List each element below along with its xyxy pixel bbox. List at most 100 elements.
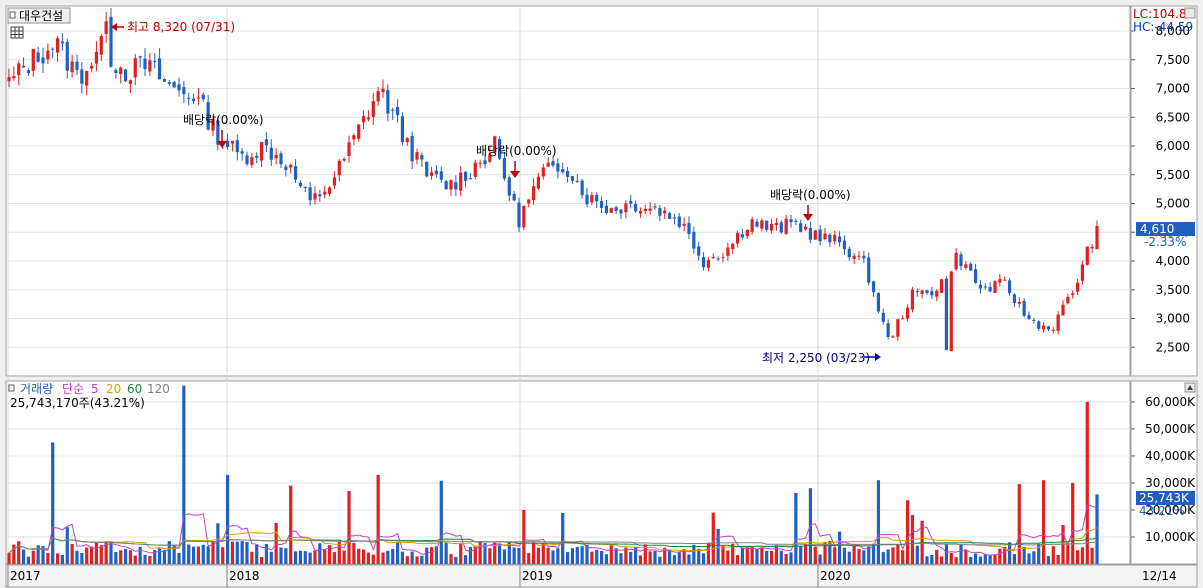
price-panel-scroll-button[interactable] — [1184, 7, 1196, 19]
volume-bar — [143, 554, 147, 564]
candle — [663, 206, 667, 220]
candle — [988, 282, 992, 293]
candle — [153, 53, 157, 69]
candle — [740, 228, 745, 240]
volume-bar — [148, 555, 152, 564]
volume-bar — [993, 554, 997, 564]
volume-bar — [867, 546, 871, 564]
volume-bar — [648, 551, 652, 564]
candle — [745, 229, 749, 239]
candle — [225, 133, 230, 150]
candle — [599, 196, 604, 214]
ma-line-5 — [8, 504, 1098, 556]
volume-bar — [128, 550, 133, 564]
volume-bar — [415, 556, 419, 564]
volume-bar — [750, 546, 754, 564]
candle — [813, 229, 817, 240]
table-icon[interactable] — [10, 26, 24, 39]
candle — [760, 218, 764, 232]
candle — [104, 11, 108, 44]
volume-bar — [580, 546, 584, 564]
candle — [721, 252, 725, 263]
volume-bar — [735, 555, 740, 564]
candle — [31, 48, 35, 77]
volume-panel-collapse-button[interactable] — [1184, 382, 1196, 393]
candle — [381, 79, 385, 98]
candle — [585, 188, 589, 208]
volume-bar — [1046, 556, 1051, 564]
volume-bar — [988, 554, 992, 564]
candle — [420, 152, 424, 167]
candle — [264, 132, 269, 153]
volume-bar — [1022, 546, 1026, 564]
volume-tick-label: 20,000K — [1145, 503, 1196, 517]
candle — [60, 33, 65, 51]
volume-bar — [434, 546, 439, 564]
candle — [274, 148, 278, 165]
volume-bar — [706, 542, 711, 564]
candle — [954, 248, 958, 272]
volume-bar — [211, 541, 215, 564]
candle — [575, 173, 579, 184]
volume-bar — [609, 545, 613, 564]
candle — [17, 60, 21, 86]
volume-bar — [318, 543, 322, 564]
volume-bar — [400, 551, 405, 564]
volume-axis-ticks: 10,000K 20,000K 30,000K 40,000K 50,000K 60,00… — [1131, 395, 1196, 544]
candle — [1037, 320, 1041, 332]
candle — [1085, 246, 1089, 266]
legend-ma60: 60 — [127, 382, 142, 396]
volume-bar — [784, 553, 788, 564]
candle — [755, 218, 759, 228]
volume-bar — [352, 543, 356, 564]
candle — [449, 179, 453, 197]
volume-bar — [837, 531, 842, 564]
volume-bar — [969, 556, 973, 564]
volume-bar — [405, 556, 409, 564]
stock-name: 대우건설 — [19, 9, 63, 23]
volume-bar — [1041, 480, 1046, 564]
candle — [964, 261, 968, 270]
volume-bar — [522, 509, 526, 564]
candle — [1032, 317, 1036, 324]
volume-bar — [789, 552, 793, 564]
stock-name-box[interactable] — [7, 7, 71, 24]
candle — [765, 220, 769, 232]
candle — [99, 34, 103, 62]
candle — [896, 318, 900, 341]
candle — [94, 41, 99, 72]
candle — [871, 280, 876, 297]
candle — [930, 286, 934, 300]
candle — [119, 66, 123, 84]
volume-bar — [876, 480, 881, 564]
volume-bar — [386, 550, 390, 564]
candle — [85, 70, 89, 96]
candle — [643, 204, 647, 214]
candle — [133, 54, 137, 86]
candle — [667, 211, 672, 220]
candle — [148, 53, 152, 77]
dividend-arrow-icon — [217, 130, 227, 148]
candle — [551, 155, 555, 168]
volume-bar — [230, 541, 235, 564]
price-plot-area[interactable] — [5, 5, 1131, 377]
volume-bar — [624, 547, 628, 564]
volume-bar — [313, 550, 317, 564]
candle — [595, 191, 599, 208]
candle — [857, 251, 861, 261]
candle — [1061, 300, 1065, 316]
volume-plot-area[interactable] — [5, 380, 1131, 565]
candle — [701, 252, 706, 271]
volume-bar — [60, 555, 65, 564]
candle — [26, 68, 31, 76]
volume-bar — [366, 552, 371, 564]
legend-ma5: 5 — [91, 382, 99, 396]
candle — [463, 171, 468, 188]
candle — [901, 315, 905, 320]
candle — [289, 163, 293, 174]
candle — [75, 54, 79, 76]
time-axis-bar — [5, 564, 1198, 588]
candle — [157, 48, 162, 80]
volume-bar — [191, 546, 196, 564]
volume-legend-title: 거래량 — [20, 382, 53, 396]
